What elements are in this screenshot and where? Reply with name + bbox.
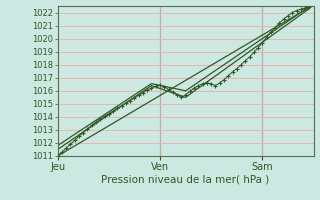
X-axis label: Pression niveau de la mer( hPa ): Pression niveau de la mer( hPa )	[101, 174, 270, 184]
